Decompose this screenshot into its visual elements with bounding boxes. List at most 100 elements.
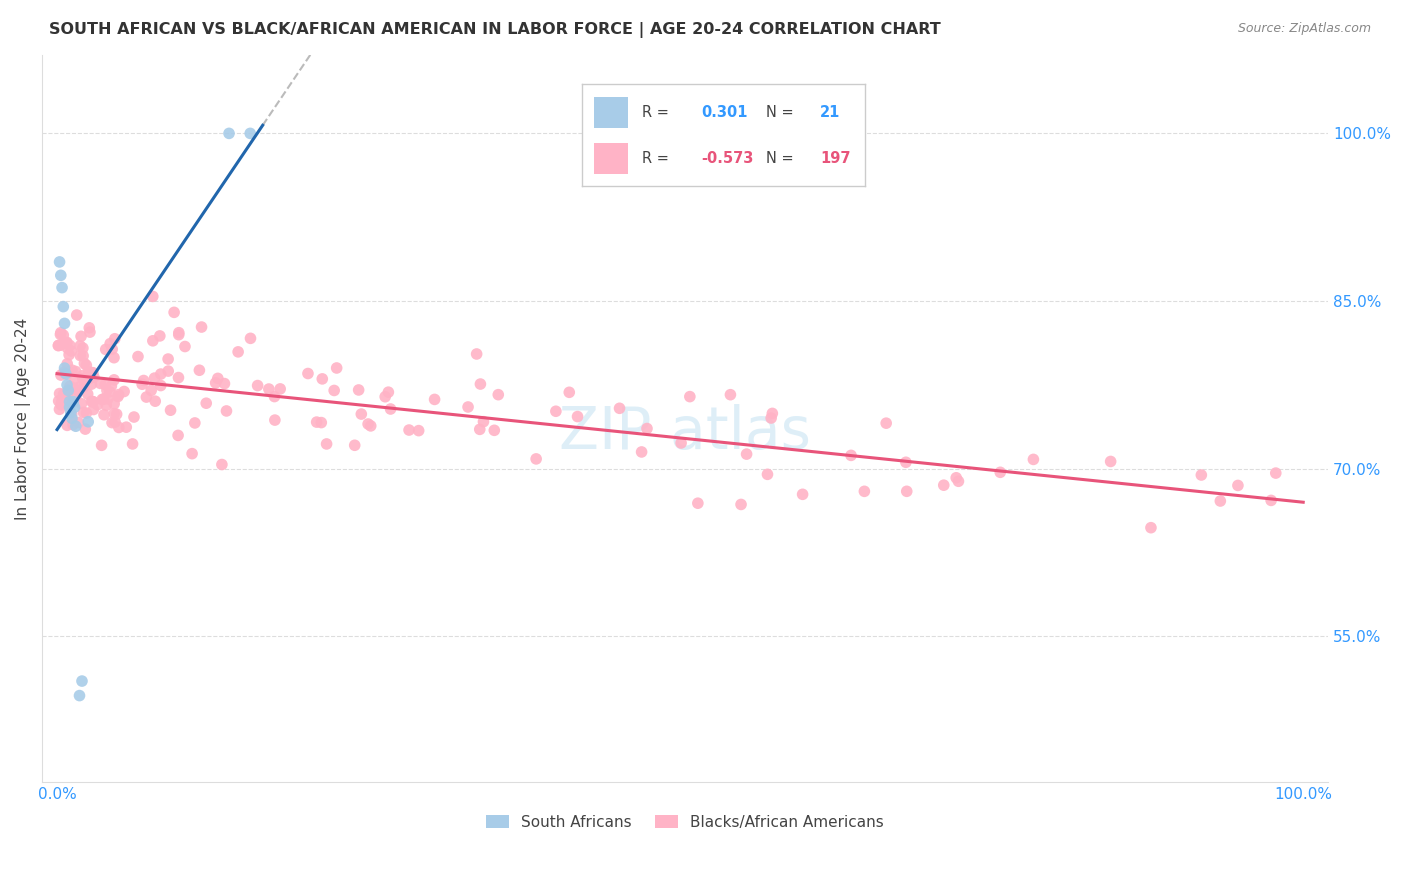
Point [48,394,70,409]
Point [720,387,742,401]
Point [80,377,103,392]
Point [343,438,366,452]
Point [190,320,212,334]
Point [52,300,75,314]
Point [56,389,79,403]
Point [67,384,90,398]
Point [1226,478,1249,492]
Point [669,436,692,450]
Point [408,424,430,438]
Point [62,417,84,432]
Point [86,398,108,412]
Point [49,326,72,340]
Point [70,368,93,383]
Point [311,372,333,386]
Point [70,329,93,343]
Point [468,422,491,436]
Point [226,344,249,359]
Point [98,336,121,351]
Point [75,358,97,372]
Point [149,329,172,343]
Point [730,498,752,512]
Point [49,398,72,412]
Point [98,384,121,399]
Point [159,403,181,417]
Point [297,367,319,381]
Point [63,382,86,396]
Point [58,398,80,412]
Point [143,371,166,385]
Point [48,402,70,417]
Point [62,394,84,409]
Point [204,376,226,390]
Point [96,384,118,398]
Point [142,289,165,303]
Point [104,332,127,346]
Point [59,338,82,352]
Point [167,370,190,384]
Point [77,371,100,385]
Point [239,127,262,141]
Point [142,334,165,348]
Point [679,390,702,404]
Point [839,449,862,463]
Point [69,689,91,703]
Point [80,366,103,380]
Point [350,407,373,421]
Point [315,437,337,451]
Point [72,341,94,355]
Point [107,390,129,404]
Point [1189,468,1212,483]
Point [167,327,190,342]
Point [1264,466,1286,480]
Point [55,336,77,351]
Point [544,404,567,418]
Point [58,348,80,362]
Point [82,394,104,409]
Point [65,389,87,403]
Point [112,384,135,399]
Point [94,377,117,392]
Point [357,417,380,431]
Point [49,327,72,342]
Point [932,478,955,492]
Point [70,674,93,689]
Point [52,366,75,380]
Point [103,397,125,411]
Point [51,280,73,294]
Point [239,331,262,345]
Text: ZIP atlas: ZIP atlas [560,404,811,461]
Point [53,317,76,331]
Point [163,305,186,319]
Point [1099,454,1122,468]
Point [65,419,87,434]
Point [360,418,382,433]
Point [398,423,420,437]
Point [65,364,87,378]
Point [894,455,917,469]
Point [257,382,280,396]
Point [48,338,70,352]
Y-axis label: In Labor Force | Age 20-24: In Labor Force | Age 20-24 [15,318,31,519]
Point [143,394,166,409]
Point [93,408,115,422]
Point [69,339,91,353]
Point [66,308,89,322]
Point [311,416,333,430]
Point [48,255,70,269]
Point [73,379,96,393]
Point [105,407,128,421]
Point [97,392,120,406]
Point [49,338,72,352]
Point [82,402,104,417]
Point [72,372,94,386]
Point [63,401,86,415]
Point [60,363,83,377]
Point [149,367,172,381]
Point [472,415,495,429]
Point [94,343,117,357]
Point [218,127,240,141]
Point [75,406,97,420]
Text: Source: ZipAtlas.com: Source: ZipAtlas.com [1237,22,1371,36]
Point [215,404,238,418]
